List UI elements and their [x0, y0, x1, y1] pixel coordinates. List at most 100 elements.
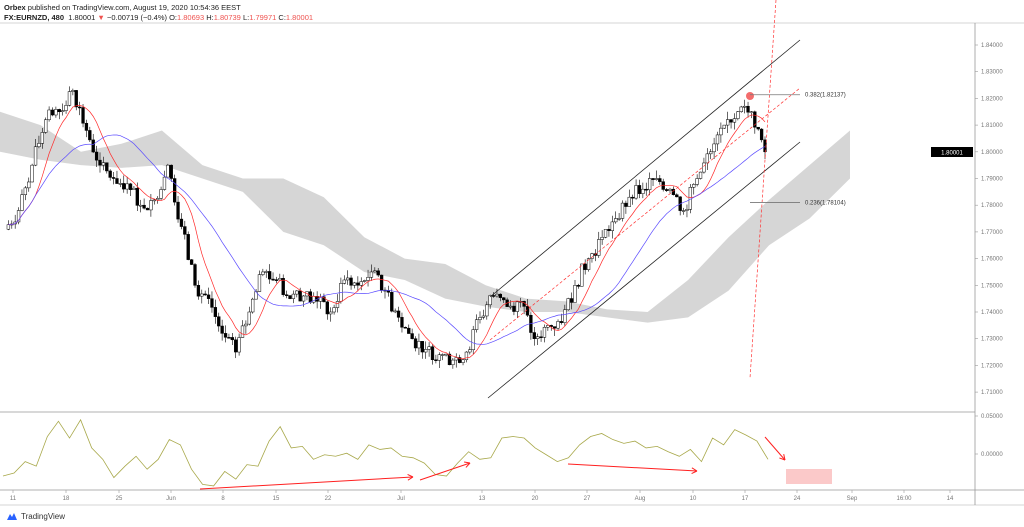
- candle: [552, 326, 557, 329]
- time-tick-label: 8: [221, 496, 225, 502]
- candle: [396, 310, 401, 318]
- candle: [491, 295, 496, 297]
- candle: [498, 293, 503, 298]
- symbol[interactable]: FX:EURNZD, 480: [4, 13, 65, 22]
- candle: [186, 234, 190, 260]
- candle: [742, 105, 747, 108]
- candle: [719, 127, 723, 136]
- candle: [54, 109, 58, 116]
- arrow-line[interactable]: [764, 436, 786, 461]
- price-tick-label: 1.71000: [981, 390, 1003, 396]
- candle: [33, 146, 38, 166]
- candle: [352, 282, 357, 286]
- arrow-line[interactable]: [419, 462, 471, 481]
- candle: [213, 307, 218, 317]
- candle: [64, 105, 68, 111]
- candle: [264, 271, 268, 273]
- time-axis[interactable]: 11 18 25 Jun 8 15 22 Jul 13 20 27 Aug 10 17 24 Sep 16:00…: [10, 490, 954, 502]
- candle: [125, 183, 129, 190]
- candle: [234, 339, 238, 353]
- candle: [108, 170, 112, 178]
- candle: [20, 194, 24, 211]
- close-label: C:: [278, 13, 286, 22]
- target-zone-rect[interactable]: [786, 469, 832, 484]
- time-tick-label: 22: [325, 496, 332, 502]
- candle: [366, 276, 370, 281]
- publisher[interactable]: Orbex: [4, 3, 26, 12]
- candle: [569, 298, 574, 303]
- candle: [709, 151, 713, 155]
- dashed-trend-line[interactable]: [489, 87, 801, 341]
- candle: [118, 183, 123, 185]
- candle: [590, 253, 594, 259]
- candle: [736, 111, 740, 119]
- candle: [756, 126, 760, 130]
- candle: [200, 293, 204, 297]
- candle: [712, 143, 716, 153]
- time-tick-label: Sep: [847, 496, 858, 502]
- channel-upper-line[interactable]: [489, 39, 801, 298]
- change: −0.00719 (−0.4%): [106, 13, 167, 22]
- candle: [227, 337, 231, 339]
- candles: [6, 86, 767, 369]
- candle: [637, 185, 642, 194]
- last-price: 1.80001: [68, 13, 96, 22]
- arrow-line[interactable]: [199, 476, 414, 490]
- candle: [600, 236, 604, 240]
- candle: [559, 321, 564, 323]
- indicator-lines: [8, 105, 766, 360]
- drawings[interactable]: [487, 0, 801, 399]
- chart-canvas[interactable]: 0.382(1.82137) 0.236(1.78104) 1.84000 1.83…: [0, 0, 1024, 510]
- osc-tick-label: 0.05000: [981, 414, 1003, 420]
- candle: [301, 295, 306, 302]
- candle: [481, 315, 486, 318]
- dashed-vertical-line[interactable]: [749, 0, 777, 379]
- price-axis[interactable]: 1.84000 1.83000 1.82000 1.81000 1.80000 1.790…: [975, 43, 1003, 396]
- candle: [556, 321, 560, 329]
- candle: [284, 294, 289, 296]
- arrow-head: [407, 476, 414, 481]
- arrow-head: [779, 457, 786, 461]
- time-tick-label: 10: [690, 496, 697, 502]
- candle: [206, 294, 211, 299]
- arrow-line[interactable]: [567, 463, 698, 472]
- candle: [437, 354, 441, 361]
- candle: [13, 221, 17, 225]
- candle: [715, 134, 720, 145]
- time-tick-label: Aug: [635, 496, 646, 502]
- channel-lower-line[interactable]: [487, 141, 801, 399]
- cloud-area: [0, 111, 850, 323]
- tradingview-logo[interactable]: TradingView: [6, 512, 65, 521]
- candle: [539, 336, 543, 338]
- candle: [468, 349, 472, 353]
- oscillator-line: [2, 418, 769, 487]
- published-text: published on TradingView.com, August 19,…: [27, 3, 241, 12]
- candle: [162, 176, 167, 190]
- time-tick-label: Jul: [397, 496, 405, 502]
- time-tick-label: 17: [742, 496, 749, 502]
- candle: [763, 139, 767, 153]
- candle: [644, 188, 648, 191]
- candle: [159, 189, 163, 199]
- price-tick-label: 1.78000: [981, 203, 1003, 209]
- fibonacci-levels: 0.382(1.82137) 0.236(1.78104): [750, 93, 846, 206]
- oscillator-annotations[interactable]: [199, 436, 832, 490]
- time-tick-label: 25: [116, 496, 123, 502]
- candle: [478, 317, 482, 321]
- candle: [193, 264, 197, 286]
- candle: [247, 311, 251, 325]
- candle: [617, 218, 621, 220]
- candle: [474, 319, 479, 330]
- candle: [424, 349, 428, 353]
- candle: [390, 292, 394, 312]
- candle: [454, 357, 458, 361]
- time-tick-label: 14: [947, 496, 954, 502]
- candle: [546, 325, 550, 328]
- candle: [332, 307, 336, 313]
- candle: [624, 202, 628, 207]
- candle: [393, 310, 397, 313]
- candle: [692, 184, 696, 188]
- candle: [495, 293, 499, 297]
- tradingview-brand: TradingView: [21, 512, 66, 521]
- fib-anchor-point[interactable]: [746, 92, 754, 100]
